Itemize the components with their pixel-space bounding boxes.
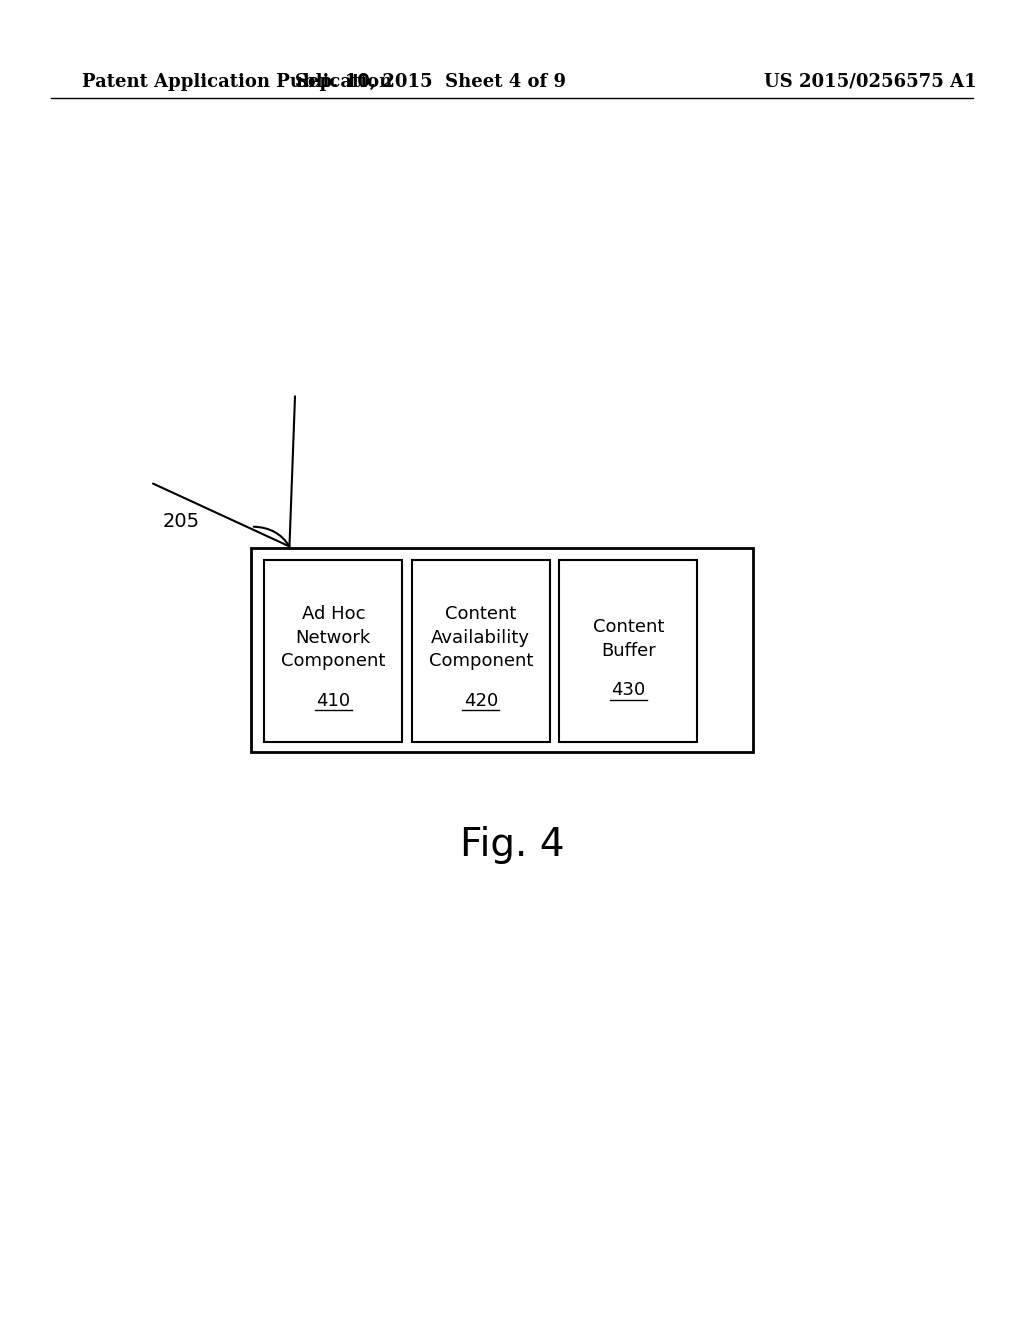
Text: Ad Hoc: Ad Hoc <box>301 605 366 623</box>
Text: Fig. 4: Fig. 4 <box>460 826 564 863</box>
Bar <box>251 548 753 752</box>
Text: 430: 430 <box>611 681 645 700</box>
Text: Patent Application Publication: Patent Application Publication <box>82 73 392 91</box>
FancyArrowPatch shape <box>153 396 295 546</box>
Text: 205: 205 <box>163 512 200 531</box>
Text: Content: Content <box>445 605 516 623</box>
Text: 420: 420 <box>464 692 498 710</box>
Text: Sep. 10, 2015  Sheet 4 of 9: Sep. 10, 2015 Sheet 4 of 9 <box>295 73 565 91</box>
Text: Availability: Availability <box>431 628 530 647</box>
Bar <box>559 560 697 742</box>
Bar <box>412 560 550 742</box>
Bar <box>264 560 402 742</box>
Text: 410: 410 <box>316 692 350 710</box>
Text: Component: Component <box>282 652 385 671</box>
Text: Buffer: Buffer <box>601 642 655 660</box>
Text: Component: Component <box>429 652 532 671</box>
Text: Content: Content <box>593 618 664 636</box>
Text: Network: Network <box>296 628 371 647</box>
Text: US 2015/0256575 A1: US 2015/0256575 A1 <box>764 73 977 91</box>
